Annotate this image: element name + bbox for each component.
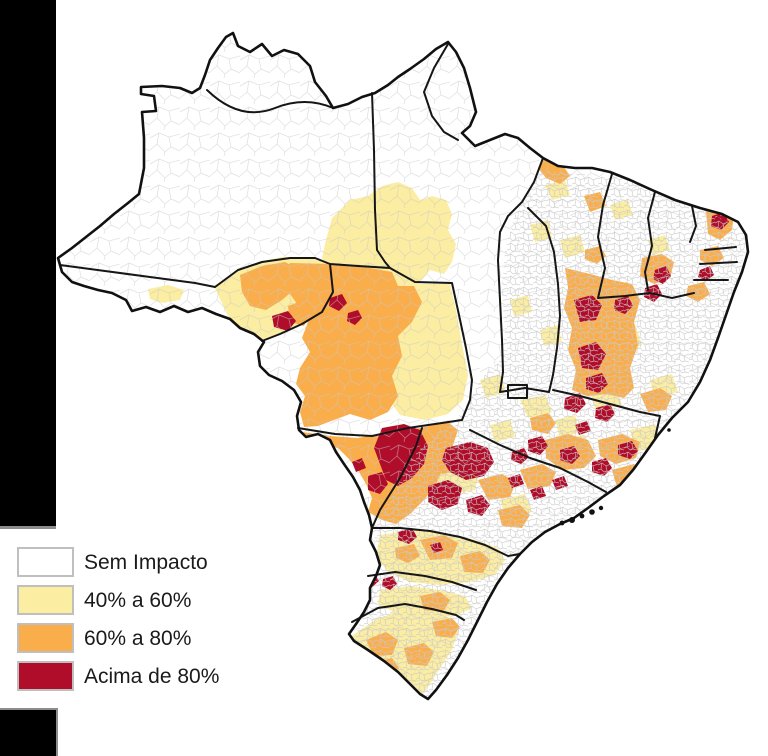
legend-swatch-none [17, 547, 74, 577]
legend-label-high: Acima de 80% [84, 664, 220, 688]
impact-regions [58, 33, 748, 699]
legend-item-mid: 60% a 80% [17, 623, 191, 653]
legend-item-low: 40% a 60% [17, 585, 191, 615]
state-borders [59, 43, 738, 623]
legend-item-none: Sem Impacto [17, 547, 208, 577]
legend-swatch-low [17, 585, 74, 615]
left-black-bar-top [0, 0, 56, 529]
left-black-bar-bottom [0, 708, 58, 756]
legend-swatch-mid [17, 623, 74, 653]
legend-item-high: Acima de 80% [17, 661, 219, 691]
legend-swatch-high [17, 661, 74, 691]
legend-label-low: 40% a 60% [84, 588, 192, 612]
legend-label-none: Sem Impacto [84, 550, 208, 574]
municipality-borders-dense-overlay [354, 170, 746, 699]
legend-label-mid: 60% a 80% [84, 626, 192, 650]
